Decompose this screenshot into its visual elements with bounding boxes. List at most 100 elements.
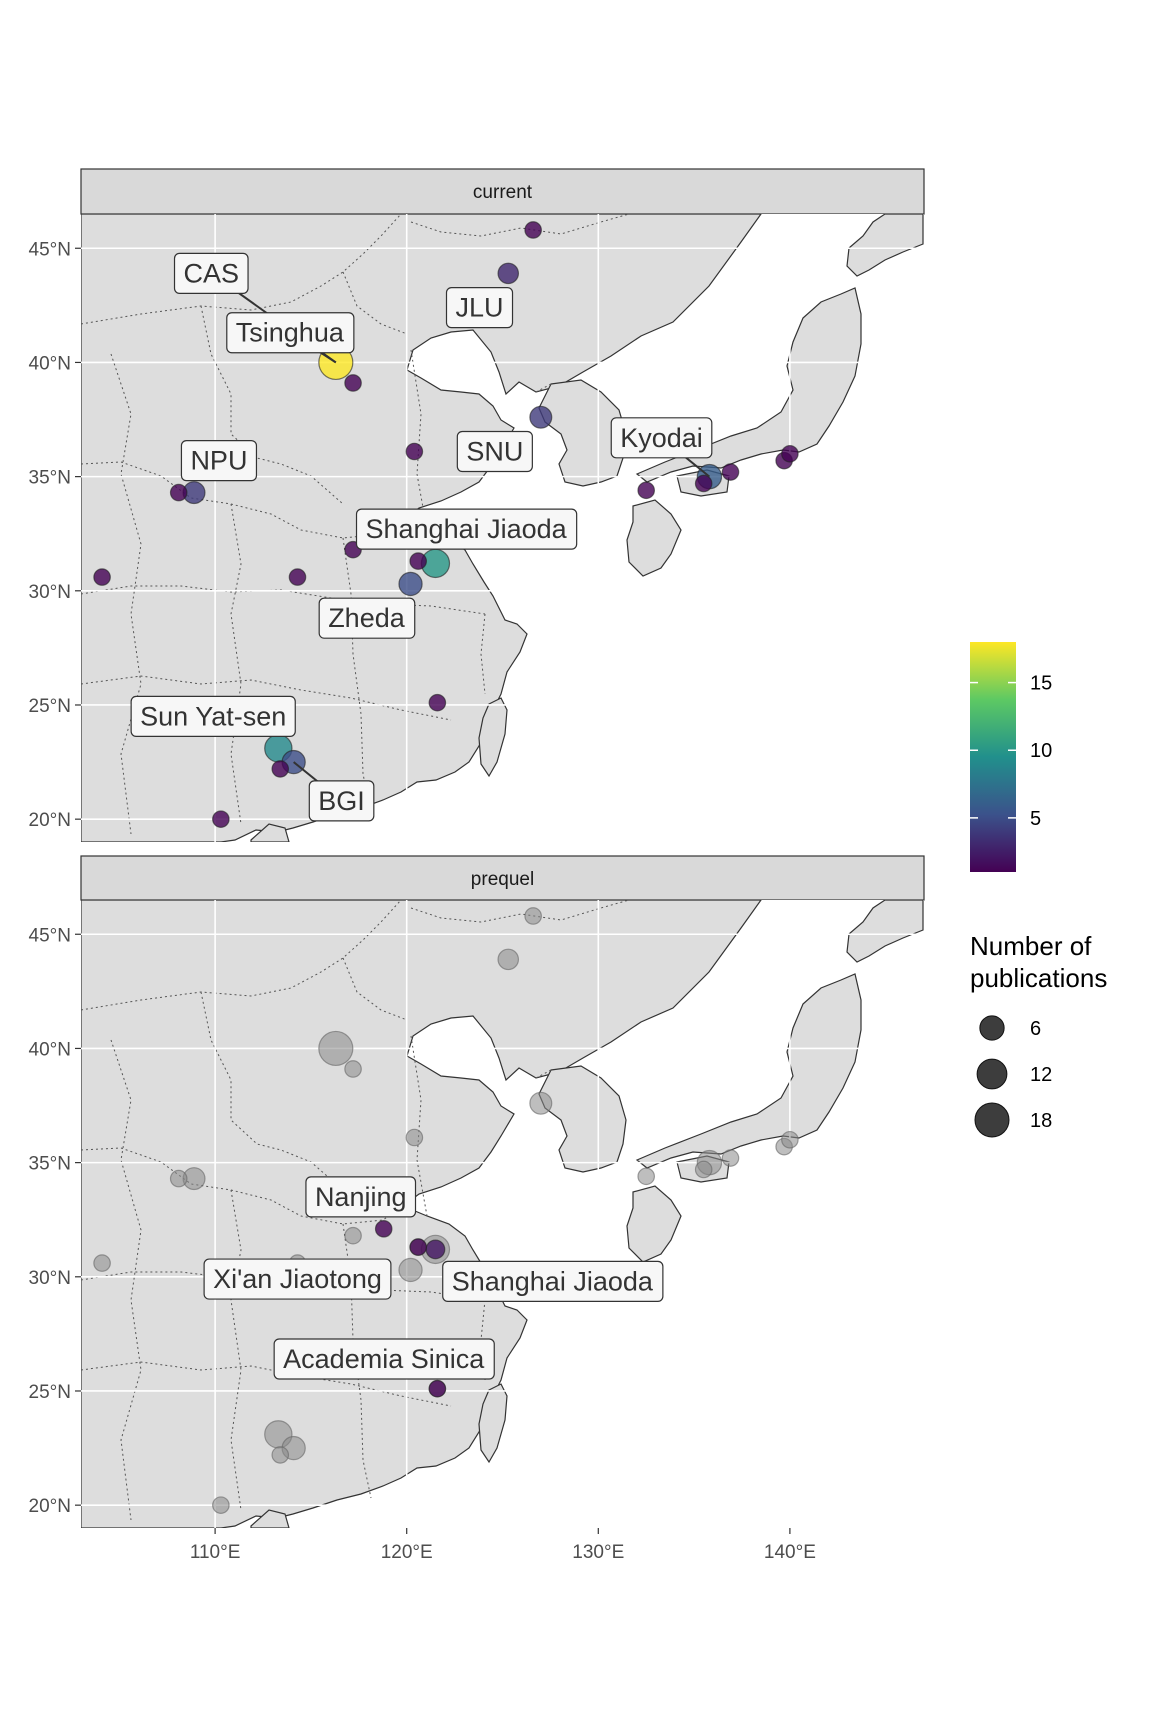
- size-legend-circle: [979, 1015, 1005, 1041]
- place-label-box: [273, 1338, 495, 1380]
- place-label-box: [130, 695, 296, 738]
- colorbar: [970, 642, 1016, 872]
- y-tick-label: 25°N: [29, 1382, 71, 1403]
- x-tick-label: 140°E: [764, 1542, 816, 1563]
- y-tick-label: 40°N: [29, 353, 71, 374]
- place-label-text: SNU: [466, 436, 523, 466]
- place-label-text: Shanghai Jiaoda: [452, 1266, 654, 1296]
- colorbar-tick-label: 5: [1030, 808, 1041, 830]
- ghost-point: [497, 948, 520, 971]
- place-label-text: NPU: [190, 446, 247, 476]
- place-label: Academia Sinica: [273, 1338, 495, 1380]
- place-label-text: Nanjing: [315, 1182, 407, 1212]
- place-label-box: [305, 1176, 417, 1218]
- y-tick-label: 45°N: [29, 925, 71, 946]
- place-label: SNU: [456, 430, 533, 473]
- publication-point: [398, 571, 423, 597]
- place-label-text: Academia Sinica: [283, 1344, 485, 1374]
- ghost-point: [694, 1160, 713, 1179]
- ghost-point: [344, 1060, 362, 1078]
- place-label-box: [203, 1258, 392, 1300]
- colorbar-tick-label: 10: [1030, 740, 1052, 762]
- ghost-point: [529, 1091, 553, 1115]
- x-tick-label: 120°E: [381, 1542, 433, 1563]
- place-label-text: Shanghai Jiaoda: [366, 514, 568, 544]
- size-legend-title-line2: publications: [970, 963, 1107, 993]
- place-label-text: JLU: [456, 293, 504, 323]
- color-legend: 5 10 15: [970, 642, 1052, 872]
- place-label-text: Xi'an Jiaotong: [213, 1264, 382, 1294]
- place-label: BGI: [308, 780, 375, 822]
- y-tick-label: 35°N: [29, 1154, 71, 1175]
- place-label-box: [456, 430, 533, 473]
- panel-prequel: prequel Nanjing Xi'an Jiaotong Shanghai Ji…: [29, 855, 925, 1563]
- place-label: CAS: [173, 252, 249, 294]
- ghost-point: [637, 1167, 656, 1186]
- y-tick-label: 45°N: [29, 239, 71, 260]
- y-axis-prequel: 20°N 25°N 30°N 35°N 40°N 45°N: [29, 925, 81, 1517]
- publication-point: [405, 442, 424, 461]
- place-label-box: [318, 597, 416, 639]
- publication-point: [93, 568, 111, 586]
- place-label-text: Tsinghua: [236, 318, 345, 348]
- place-label: Shanghai Jiaoda: [355, 508, 578, 550]
- place-label-box: [308, 780, 375, 822]
- ghost-point: [721, 1149, 740, 1167]
- size-legend-label: 6: [1030, 1018, 1041, 1040]
- ghost-point: [169, 1169, 188, 1188]
- x-tick-label: 110°E: [190, 1542, 241, 1563]
- place-label: Tsinghua: [226, 312, 355, 354]
- labels-current: CAS Tsinghua JLU SNU Kyodai NPU Shanghai Jiaod…: [130, 252, 713, 822]
- ghost-point: [271, 1446, 290, 1464]
- publication-point: [524, 221, 542, 239]
- ghost-point: [524, 907, 542, 925]
- publication-point: [694, 474, 713, 493]
- points-prequel: [374, 1220, 447, 1398]
- place-label: NPU: [180, 440, 258, 482]
- ghost-point: [93, 1254, 111, 1272]
- x-axis: 110°E 120°E 130°E 140°E: [190, 1528, 816, 1563]
- gridlines-prequel: [81, 900, 924, 1528]
- y-tick-label: 35°N: [29, 468, 71, 489]
- publication-point: [781, 444, 799, 463]
- publication-point: [288, 568, 307, 586]
- publication-point: [425, 1239, 446, 1260]
- place-label-text: Kyodai: [620, 423, 703, 453]
- place-label-box: [442, 1260, 664, 1302]
- size-legend: Number of publications 6 12 18: [970, 931, 1107, 1138]
- place-label-box: [180, 440, 258, 482]
- colorbar-ticks: 5 10 15: [970, 673, 1052, 830]
- publication-point: [212, 810, 230, 828]
- publication-point: [497, 262, 520, 285]
- place-label-box: [173, 252, 249, 294]
- publication-point: [529, 405, 553, 429]
- ghost-point: [781, 1130, 799, 1149]
- strip-title-prequel: prequel: [471, 869, 534, 890]
- y-tick-label: 20°N: [29, 1496, 71, 1517]
- y-tick-label: 30°N: [29, 582, 71, 603]
- ghost-point: [344, 1226, 362, 1245]
- place-label-text: Zheda: [328, 603, 406, 633]
- publication-point: [409, 1238, 428, 1256]
- size-legend-circle: [974, 1102, 1010, 1138]
- place-label: Zheda: [318, 597, 416, 639]
- place-label: JLU: [445, 287, 514, 329]
- place-label: Xi'an Jiaotong: [203, 1258, 392, 1300]
- place-label: Nanjing: [305, 1176, 417, 1218]
- publication-point: [637, 481, 656, 500]
- place-label: Sun Yat-sen: [130, 695, 296, 738]
- publication-point: [374, 1220, 393, 1238]
- ghost-point: [212, 1496, 230, 1514]
- x-tick-label: 130°E: [572, 1542, 624, 1563]
- publication-point: [409, 552, 428, 570]
- size-legend-circle: [976, 1058, 1008, 1090]
- place-label-box: [355, 508, 578, 550]
- publication-point: [344, 374, 362, 392]
- size-legend-label: 12: [1030, 1064, 1052, 1086]
- place-label-text: CAS: [184, 258, 240, 288]
- strip-prequel: [80, 855, 925, 901]
- publication-point: [271, 760, 290, 778]
- size-legend-entries: 6 12 18: [974, 1015, 1052, 1138]
- place-label-box: [226, 312, 355, 354]
